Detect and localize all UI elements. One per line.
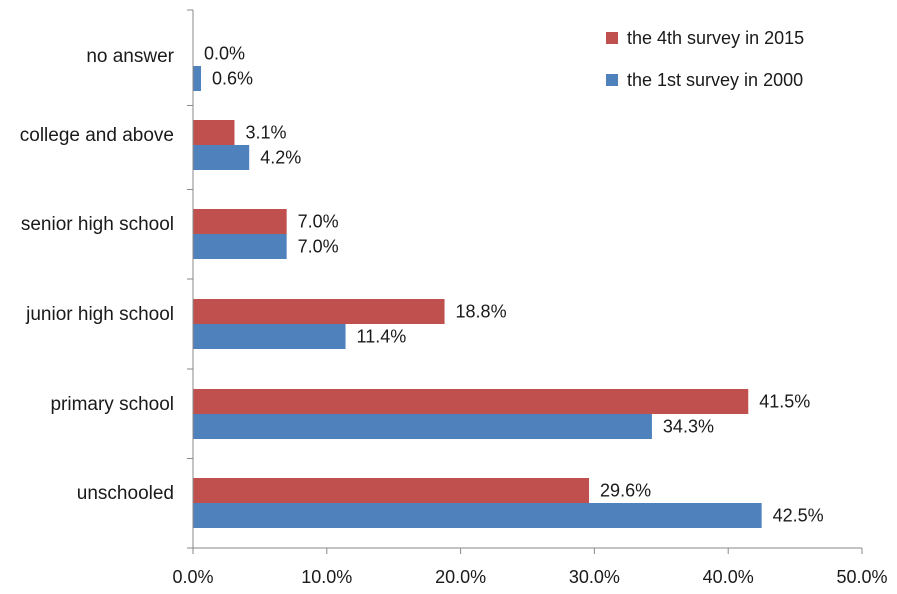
category-label-4: primary school [50, 394, 174, 415]
x-tick-label-2: 20.0% [435, 567, 486, 587]
data-label-survey-2015-5: 29.6% [600, 481, 651, 501]
x-tick-label-4: 40.0% [703, 567, 754, 587]
bar-survey-2015-5 [193, 478, 590, 503]
data-label-survey-2000-1: 4.2% [260, 148, 301, 168]
x-tick-label-1: 10.0% [301, 567, 352, 587]
bar-survey-2000-1 [193, 145, 250, 170]
data-label-survey-2015-0: 0.0% [204, 44, 245, 64]
category-label-5: unschooled [77, 483, 174, 504]
bar-survey-2000-5 [193, 503, 762, 528]
bar-survey-2015-4 [193, 389, 749, 414]
bar-survey-2015-3 [193, 299, 445, 324]
legend-swatch-survey-2015 [606, 32, 618, 44]
x-tick-label-0: 0.0% [172, 567, 213, 587]
bar-survey-2000-0 [193, 66, 202, 91]
data-label-survey-2000-0: 0.6% [212, 69, 253, 89]
legend-label-survey-2015: the 4th survey in 2015 [627, 28, 804, 48]
data-label-survey-2000-2: 7.0% [298, 237, 339, 257]
category-label-2: senior high school [21, 214, 174, 235]
bar-survey-2000-4 [193, 414, 652, 439]
category-label-3: junior high school [25, 304, 174, 325]
x-tick-label-5: 50.0% [836, 567, 887, 587]
data-label-survey-2015-2: 7.0% [298, 212, 339, 232]
bars-layer [193, 66, 762, 528]
bar-survey-2015-2 [193, 209, 287, 234]
data-label-survey-2000-5: 42.5% [773, 506, 824, 526]
bar-survey-2000-3 [193, 324, 346, 349]
legend-swatch-survey-2000 [606, 74, 618, 86]
bar-survey-2015-1 [193, 120, 235, 145]
bar-survey-2000-2 [193, 234, 287, 259]
data-label-survey-2015-3: 18.8% [456, 302, 507, 322]
x-tick-label-3: 30.0% [569, 567, 620, 587]
legend: the 4th survey in 2015 the 1st survey in … [606, 28, 804, 90]
legend-label-survey-2000: the 1st survey in 2000 [627, 70, 803, 90]
data-label-survey-2000-4: 34.3% [663, 417, 714, 437]
axis-layer: 0.0% 10.0% 20.0% 30.0% 40.0% 50.0% [172, 9, 888, 587]
data-label-survey-2000-3: 11.4% [357, 327, 407, 347]
data-label-survey-2015-4: 41.5% [759, 392, 810, 412]
labels-layer: 0.0% 0.6% no answer 3.1% 4.2% college and abo… [20, 44, 824, 526]
data-label-survey-2015-1: 3.1% [245, 123, 286, 143]
category-label-0: no answer [86, 46, 174, 67]
category-label-1: college and above [20, 125, 174, 146]
